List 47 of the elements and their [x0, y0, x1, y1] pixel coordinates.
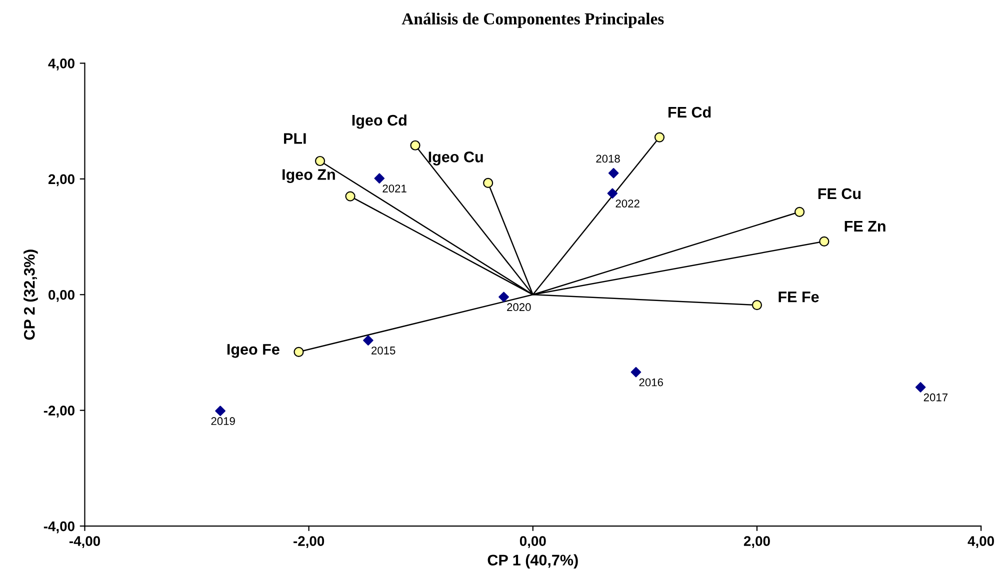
- point: [314, 156, 326, 166]
- point: [345, 191, 356, 202]
- annotation: FE Cu: [818, 188, 861, 200]
- y-tick-label: 2,00: [48, 174, 74, 186]
- annotation: Igeo Zn: [282, 169, 335, 184]
- point: [374, 173, 385, 184]
- point: [608, 168, 619, 178]
- point: [607, 188, 618, 199]
- annotation: 2015: [372, 346, 396, 354]
- annotation: 2018: [596, 154, 620, 163]
- annotation: PLI: [284, 133, 306, 144]
- x-tick-label: 2,00: [744, 536, 770, 548]
- annotation: 2021: [382, 184, 406, 192]
- x-tick-label: 0,00: [520, 536, 546, 548]
- annotation: FE Zn: [844, 220, 886, 232]
- point: [915, 382, 926, 392]
- point: [410, 140, 420, 150]
- annotation: 2017: [924, 393, 948, 402]
- y-tick-label: -2,00: [44, 406, 74, 418]
- annotation: 2022: [616, 200, 640, 208]
- point: [654, 132, 665, 142]
- point: [794, 206, 805, 217]
- y-axis-title: CP 2 (32,3%): [24, 250, 38, 340]
- x-tick-label: 4,00: [968, 536, 994, 548]
- annotation: 2020: [507, 303, 531, 312]
- y-tick-label: 0,00: [48, 290, 74, 302]
- point: [630, 367, 642, 378]
- annotation: 2019: [211, 417, 235, 426]
- annotation: Igeo Fe: [227, 344, 280, 358]
- chart-title: Análisis de Componentes Principales: [402, 12, 664, 28]
- point: [363, 335, 374, 346]
- annotation: Igeo Cu: [428, 152, 483, 166]
- x-tick-label: -2,00: [294, 536, 324, 548]
- annotation: Igeo Cd: [352, 114, 406, 129]
- annotation: 2016: [639, 378, 663, 386]
- x-tick-label: -4,00: [69, 536, 100, 548]
- y-tick-label: -4,00: [44, 521, 74, 534]
- point: [819, 236, 830, 246]
- annotation: FE Fe: [778, 292, 819, 302]
- point: [498, 292, 509, 302]
- point: [294, 346, 304, 357]
- point: [752, 300, 762, 310]
- annotation: FE Cd: [668, 106, 711, 118]
- point: [483, 178, 494, 188]
- y-tick-label: 4,00: [48, 58, 74, 70]
- x-axis-title: CP 1 (40,7%): [488, 554, 578, 569]
- point: [215, 406, 226, 416]
